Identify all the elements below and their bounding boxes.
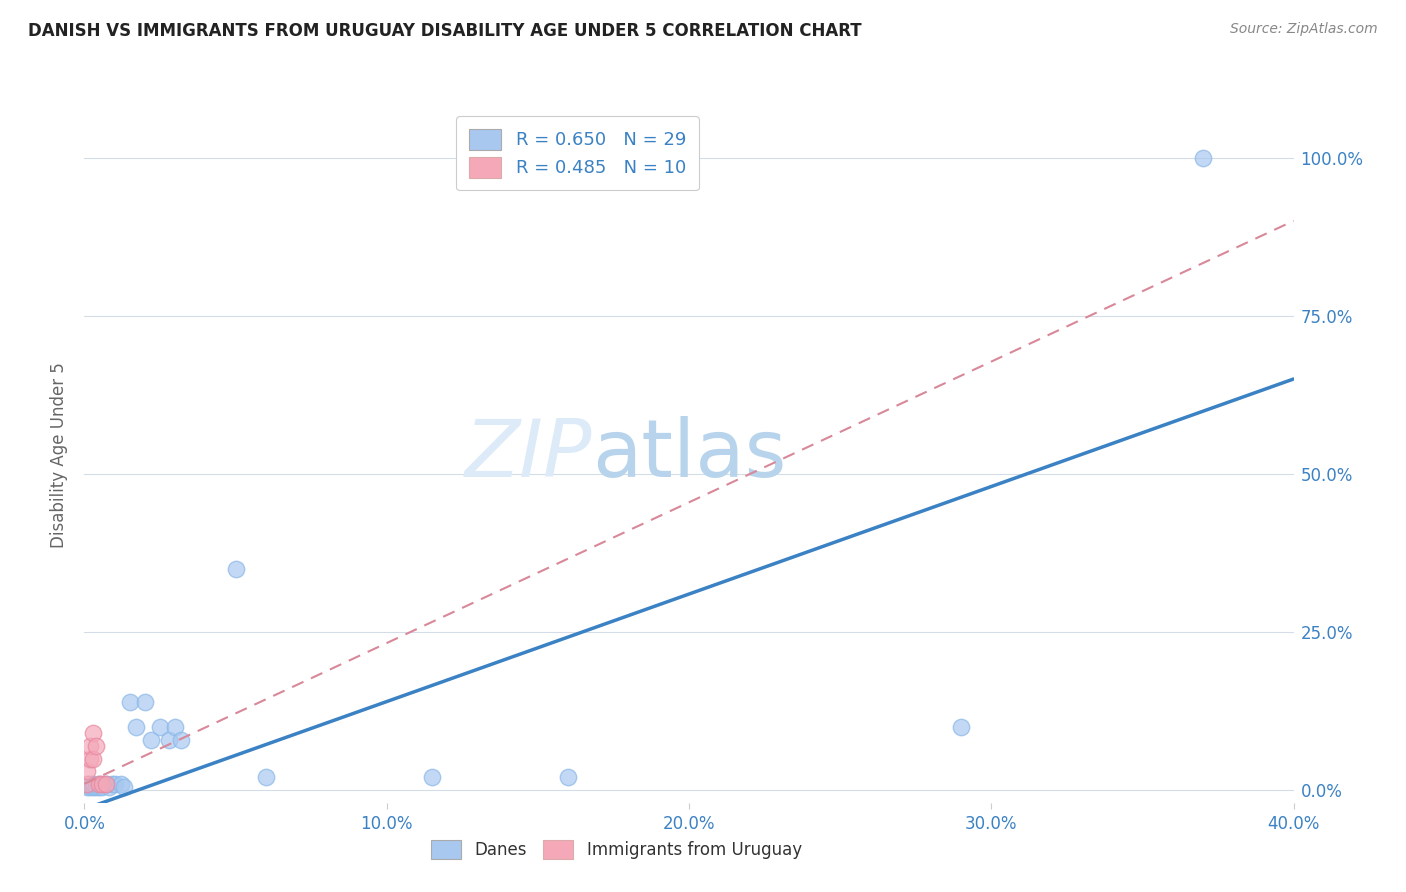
- Point: [139, 732, 162, 747]
- Point: [254, 771, 277, 785]
- Point: [1192, 151, 1215, 165]
- Point: [91, 777, 114, 791]
- Point: [82, 751, 104, 765]
- Point: [134, 695, 156, 709]
- Point: [79, 777, 101, 791]
- Point: [94, 777, 117, 791]
- Point: [950, 720, 973, 734]
- Point: [125, 720, 148, 734]
- Point: [100, 777, 122, 791]
- Point: [91, 780, 114, 794]
- Text: atlas: atlas: [592, 416, 786, 494]
- Point: [118, 695, 141, 709]
- Point: [157, 732, 180, 747]
- Point: [170, 732, 193, 747]
- Point: [86, 739, 108, 753]
- Point: [89, 780, 111, 794]
- Point: [112, 780, 135, 794]
- Point: [82, 777, 104, 791]
- Point: [79, 739, 101, 753]
- Legend: Danes, Immigrants from Uruguay: Danes, Immigrants from Uruguay: [419, 829, 814, 871]
- Text: DANISH VS IMMIGRANTS FROM URUGUAY DISABILITY AGE UNDER 5 CORRELATION CHART: DANISH VS IMMIGRANTS FROM URUGUAY DISABI…: [28, 22, 862, 40]
- Point: [89, 777, 111, 791]
- Point: [104, 777, 127, 791]
- Point: [557, 771, 579, 785]
- Point: [165, 720, 187, 734]
- Y-axis label: Disability Age Under 5: Disability Age Under 5: [51, 362, 69, 548]
- Text: ZIP: ZIP: [465, 416, 592, 494]
- Point: [76, 764, 98, 779]
- Point: [82, 726, 104, 740]
- Point: [76, 777, 98, 791]
- Point: [89, 777, 111, 791]
- Point: [110, 777, 132, 791]
- Point: [149, 720, 172, 734]
- Point: [225, 562, 247, 576]
- Point: [94, 777, 117, 791]
- Point: [420, 771, 443, 785]
- Text: Source: ZipAtlas.com: Source: ZipAtlas.com: [1230, 22, 1378, 37]
- Point: [79, 751, 101, 765]
- Point: [79, 780, 101, 794]
- Point: [97, 780, 120, 794]
- Point: [76, 780, 98, 794]
- Point: [82, 780, 104, 794]
- Point: [86, 780, 108, 794]
